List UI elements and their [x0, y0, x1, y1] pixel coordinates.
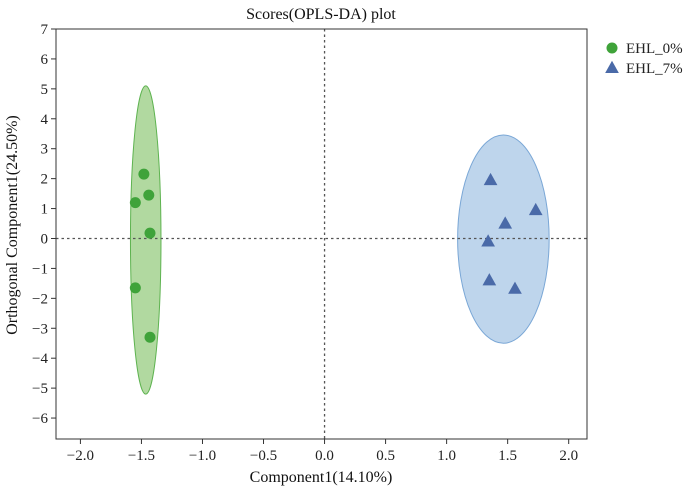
y-tick-label: −4 — [32, 351, 48, 367]
data-point — [498, 216, 513, 229]
legend: EHL_0% EHL_7% — [605, 41, 683, 77]
x-tick-label: 0.0 — [315, 448, 334, 464]
x-tick-label: −1.0 — [189, 448, 216, 464]
data-point — [508, 281, 522, 294]
y-tick-label: 7 — [41, 22, 49, 38]
data-points — [129, 168, 543, 343]
y-axis-ticks: −6 −5 −4 −3 −2 −1 0 1 2 3 4 5 6 7 — [32, 22, 56, 427]
legend-label: EHL_7% — [626, 61, 683, 77]
data-point — [144, 227, 156, 239]
y-tick-label: 1 — [41, 202, 49, 218]
y-tick-label: −3 — [32, 321, 48, 337]
y-tick-label: −6 — [32, 411, 48, 427]
x-tick-label: 1.0 — [437, 448, 456, 464]
plot-frame — [55, 28, 588, 440]
y-tick-label: −5 — [32, 381, 48, 397]
data-point — [481, 234, 495, 247]
reference-lines — [56, 29, 587, 439]
data-point — [129, 197, 141, 209]
data-point — [144, 331, 156, 343]
chart-title: Scores(OPLS-DA) plot — [246, 6, 396, 23]
y-tick-label: 3 — [41, 142, 49, 158]
y-tick-label: 0 — [41, 231, 49, 247]
y-tick-label: 6 — [41, 52, 49, 68]
y-tick-label: 5 — [41, 82, 49, 98]
data-point — [138, 168, 150, 180]
legend-label: EHL_0% — [626, 41, 683, 57]
data-point — [483, 172, 498, 186]
x-tick-label: −1.5 — [128, 448, 155, 464]
data-point — [482, 273, 497, 286]
x-tick-label: −0.5 — [250, 448, 277, 464]
x-tick-label: 1.5 — [498, 448, 517, 464]
y-tick-label: −2 — [32, 291, 48, 307]
legend-marker-ehl-0- — [606, 42, 618, 54]
ellipse-ehl-0- — [129, 85, 162, 395]
data-point — [129, 282, 141, 294]
y-tick-label: −1 — [32, 261, 48, 277]
legend-marker-ehl-7- — [605, 60, 619, 74]
x-axis-title: Component1(14.10%) — [250, 469, 393, 486]
x-tick-label: 0.5 — [376, 448, 395, 464]
x-tick-label: 2.0 — [559, 448, 578, 464]
y-axis-title: Orthogonal Component1(24.50%) — [4, 115, 21, 335]
y-tick-label: 4 — [41, 112, 49, 128]
x-tick-label: −2.0 — [67, 448, 94, 464]
x-axis-ticks: −2.0 −1.5 −1.0 −0.5 0.0 0.5 1.0 1.5 2.0 — [67, 439, 578, 464]
data-point — [143, 189, 155, 201]
y-tick-label: 2 — [41, 172, 49, 188]
data-point — [528, 202, 543, 216]
